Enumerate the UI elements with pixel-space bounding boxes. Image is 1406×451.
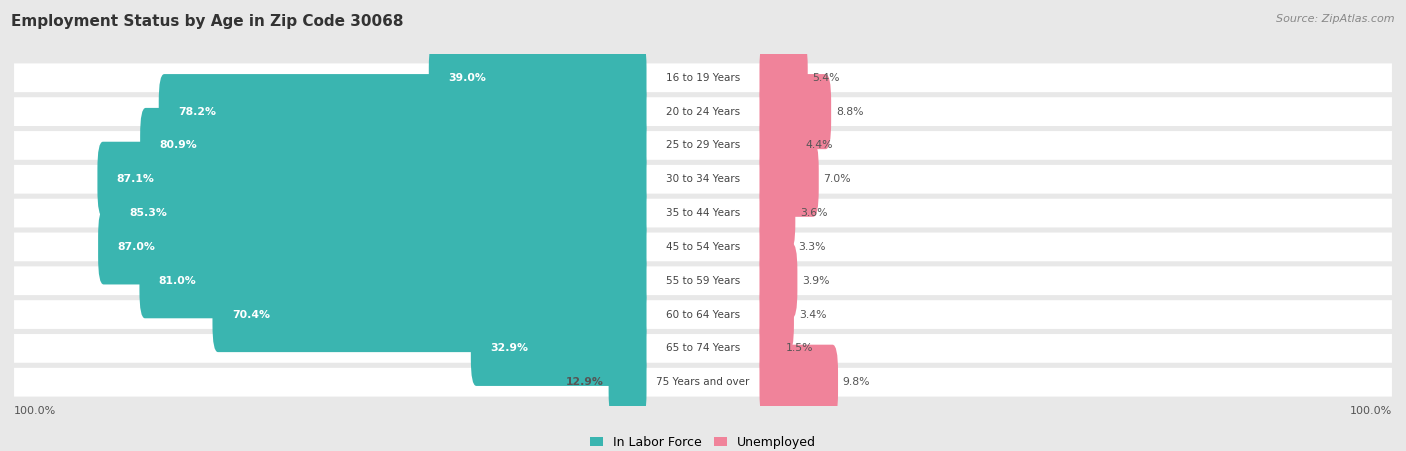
FancyBboxPatch shape [97, 142, 647, 217]
Text: 70.4%: 70.4% [232, 309, 270, 320]
Text: 75 Years and over: 75 Years and over [657, 377, 749, 387]
Text: 87.1%: 87.1% [117, 174, 155, 184]
Text: 16 to 19 Years: 16 to 19 Years [666, 73, 740, 83]
FancyBboxPatch shape [14, 300, 1392, 329]
Text: 81.0%: 81.0% [159, 276, 197, 286]
Text: 1.5%: 1.5% [786, 343, 813, 354]
Text: 25 to 29 Years: 25 to 29 Years [666, 140, 740, 151]
Text: Employment Status by Age in Zip Code 30068: Employment Status by Age in Zip Code 300… [11, 14, 404, 28]
FancyBboxPatch shape [759, 243, 797, 318]
FancyBboxPatch shape [141, 108, 647, 183]
FancyBboxPatch shape [759, 40, 807, 115]
Text: 32.9%: 32.9% [491, 343, 529, 354]
FancyBboxPatch shape [14, 334, 1392, 363]
FancyBboxPatch shape [139, 243, 647, 318]
FancyBboxPatch shape [759, 142, 818, 217]
Legend: In Labor Force, Unemployed: In Labor Force, Unemployed [591, 436, 815, 449]
FancyBboxPatch shape [759, 175, 796, 251]
FancyBboxPatch shape [14, 165, 1392, 193]
Text: 87.0%: 87.0% [117, 242, 155, 252]
FancyBboxPatch shape [759, 345, 838, 420]
FancyBboxPatch shape [471, 311, 647, 386]
Text: 3.4%: 3.4% [799, 309, 827, 320]
FancyBboxPatch shape [98, 209, 647, 285]
Text: 12.9%: 12.9% [567, 377, 603, 387]
Text: 55 to 59 Years: 55 to 59 Years [666, 276, 740, 286]
Text: 60 to 64 Years: 60 to 64 Years [666, 309, 740, 320]
FancyBboxPatch shape [14, 267, 1392, 295]
Text: 3.6%: 3.6% [800, 208, 828, 218]
Text: 45 to 54 Years: 45 to 54 Years [666, 242, 740, 252]
Text: 3.9%: 3.9% [803, 276, 830, 286]
Text: 30 to 34 Years: 30 to 34 Years [666, 174, 740, 184]
FancyBboxPatch shape [14, 64, 1392, 92]
Text: 3.3%: 3.3% [799, 242, 825, 252]
FancyBboxPatch shape [14, 131, 1392, 160]
FancyBboxPatch shape [759, 311, 780, 386]
Text: 5.4%: 5.4% [813, 73, 839, 83]
Text: 100.0%: 100.0% [14, 406, 56, 416]
Text: 85.3%: 85.3% [129, 208, 167, 218]
FancyBboxPatch shape [14, 233, 1392, 261]
Text: 8.8%: 8.8% [837, 106, 863, 117]
FancyBboxPatch shape [759, 108, 801, 183]
FancyBboxPatch shape [759, 277, 794, 352]
FancyBboxPatch shape [14, 368, 1392, 396]
Text: 100.0%: 100.0% [1350, 406, 1392, 416]
Text: Source: ZipAtlas.com: Source: ZipAtlas.com [1277, 14, 1395, 23]
FancyBboxPatch shape [429, 40, 647, 115]
FancyBboxPatch shape [759, 74, 831, 149]
FancyBboxPatch shape [212, 277, 647, 352]
Text: 80.9%: 80.9% [159, 140, 197, 151]
Text: 20 to 24 Years: 20 to 24 Years [666, 106, 740, 117]
Text: 9.8%: 9.8% [842, 377, 870, 387]
Text: 78.2%: 78.2% [179, 106, 217, 117]
Text: 4.4%: 4.4% [806, 140, 834, 151]
FancyBboxPatch shape [110, 175, 647, 251]
Text: 35 to 44 Years: 35 to 44 Years [666, 208, 740, 218]
FancyBboxPatch shape [14, 199, 1392, 227]
FancyBboxPatch shape [14, 97, 1392, 126]
Text: 7.0%: 7.0% [824, 174, 851, 184]
FancyBboxPatch shape [609, 345, 647, 420]
FancyBboxPatch shape [159, 74, 647, 149]
FancyBboxPatch shape [759, 209, 793, 285]
Text: 39.0%: 39.0% [449, 73, 486, 83]
Text: 65 to 74 Years: 65 to 74 Years [666, 343, 740, 354]
